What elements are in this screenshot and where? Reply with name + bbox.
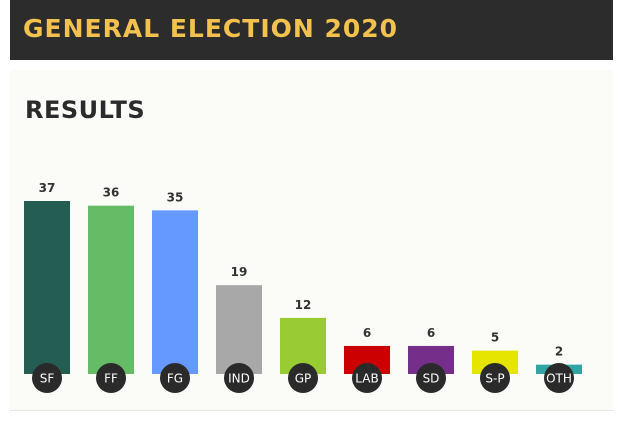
- bar-sf: [24, 201, 70, 374]
- value-label-sd: 6: [427, 326, 435, 340]
- results-bar-chart: 37 SF 36 FF 35 FG 19 IND 12 GP 6 LAB 6 SD 5 S-P 2 OTH: [24, 181, 582, 393]
- party-label-sd: SD: [423, 372, 440, 386]
- party-badge-oth: [544, 363, 574, 393]
- party-label-ind: IND: [228, 372, 250, 386]
- results-panel: RESULTS 37 SF 36 FF 35 FG 19 IND 12 GP 6 LAB 6 SD 5 S-P…: [10, 70, 613, 411]
- results-title: RESULTS: [25, 96, 146, 124]
- party-label-sf: SF: [40, 372, 55, 386]
- party-badge-fg: [160, 363, 190, 393]
- value-label-ind: 19: [231, 265, 248, 279]
- bar-ind: [216, 285, 262, 374]
- party-badge-gp: [288, 363, 318, 393]
- party-badge-lab: [352, 363, 382, 393]
- bar-ff: [88, 205, 134, 374]
- bar-s-p: [472, 350, 518, 374]
- party-label-ff: FF: [104, 372, 118, 386]
- value-label-fg: 35: [167, 190, 184, 204]
- value-label-oth: 2: [555, 345, 563, 359]
- header-bar: GENERAL ELECTION 2020: [10, 0, 613, 60]
- party-badge-ind: [224, 363, 254, 393]
- party-label-gp: GP: [295, 372, 312, 386]
- party-label-oth: OTH: [546, 372, 572, 386]
- value-label-ff: 36: [103, 186, 120, 200]
- party-badge-ff: [96, 363, 126, 393]
- party-label-s-p: S-P: [485, 372, 504, 386]
- value-label-lab: 6: [363, 326, 371, 340]
- value-label-sf: 37: [39, 181, 56, 195]
- party-label-fg: FG: [167, 372, 183, 386]
- party-badge-sf: [32, 363, 62, 393]
- party-label-lab: LAB: [355, 372, 378, 386]
- value-label-s-p: 5: [491, 331, 499, 345]
- party-badge-sd: [416, 363, 446, 393]
- value-label-gp: 12: [295, 298, 312, 312]
- header-title: GENERAL ELECTION 2020: [23, 14, 399, 43]
- bar-fg: [152, 210, 198, 374]
- party-badge-s-p: [480, 363, 510, 393]
